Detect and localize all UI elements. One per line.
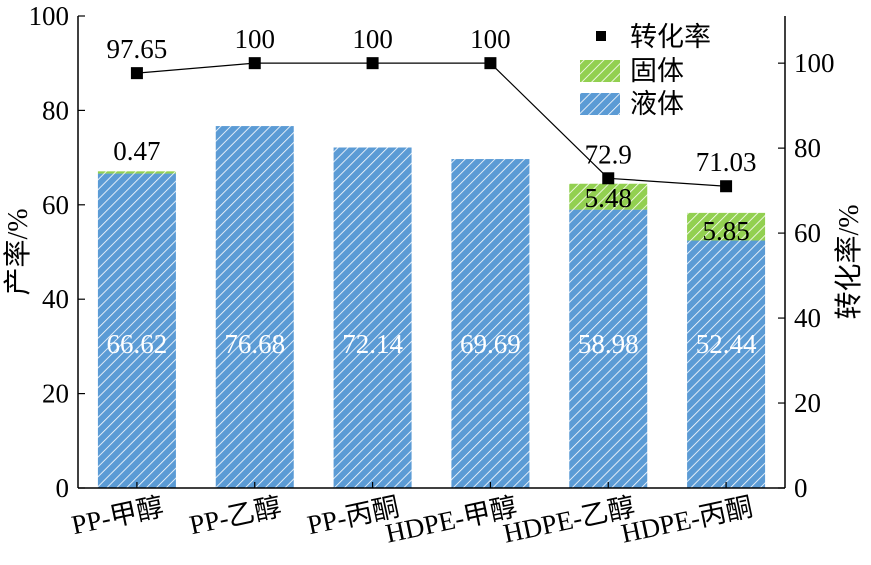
y-right-tick-label: 60 <box>794 218 821 248</box>
data-labels: 66.62 76.68 72.14 69.69 58.98 52.44 0.47 5.48 5.… <box>107 24 757 359</box>
y-right-tick-label: 80 <box>794 133 821 163</box>
bar-group <box>97 126 766 489</box>
bar-liquid-value-label: 76.68 <box>224 329 285 359</box>
conversion-value-label: 100 <box>470 24 511 54</box>
x-tick-label: HDPE-甲醇 <box>383 492 520 549</box>
y-right-tick-label: 0 <box>794 473 808 503</box>
conversion-point <box>720 180 733 193</box>
conversion-point <box>484 57 497 70</box>
bar-liquid-value-label: 58.98 <box>578 329 639 359</box>
y-left-tick-label: 60 <box>42 190 69 220</box>
bar-liquid <box>569 209 648 489</box>
legend-swatch-liquid <box>580 93 620 115</box>
x-tick-label: HDPE-乙醇 <box>501 492 638 549</box>
bar-liquid-value-label: 66.62 <box>107 329 168 359</box>
y-left-tick-label: 40 <box>42 284 69 314</box>
bar-solid <box>97 171 176 174</box>
bar-liquid-value-label: 72.14 <box>342 329 403 359</box>
conversion-point <box>602 172 615 185</box>
conversion-point <box>130 67 143 80</box>
x-tick-label: HDPE-丙酮 <box>619 492 756 549</box>
y-left-tick-label: 100 <box>29 1 70 31</box>
conversion-value-label: 97.65 <box>107 34 168 64</box>
bar-liquid <box>687 240 766 488</box>
legend-marker-conversion <box>596 31 606 41</box>
bar-liquid <box>333 147 412 488</box>
conversion-value-label: 100 <box>235 24 276 54</box>
bar-solid-value-label: 0.47 <box>113 136 160 166</box>
bar-solid-value-label: 5.85 <box>702 216 749 246</box>
bar-liquid <box>451 159 530 488</box>
legend-swatch-solid <box>580 60 620 82</box>
conversion-value-label: 71.03 <box>696 147 757 177</box>
bar-solid-value-label: 5.48 <box>585 183 632 213</box>
conversion-point <box>248 57 261 70</box>
y-left-tick-label: 80 <box>42 95 69 125</box>
bar-liquid <box>215 126 294 488</box>
y-right-tick-label: 40 <box>794 303 821 333</box>
bar-solid <box>569 183 648 210</box>
bar-liquid <box>97 173 176 489</box>
x-tick-label: PP-乙醇 <box>187 492 284 541</box>
legend-label-solid: 固体 <box>630 56 684 86</box>
conversion-value-label: 100 <box>352 24 393 54</box>
y-right-tick-label: 20 <box>794 388 821 418</box>
conversion-line-layer <box>130 57 733 193</box>
y-axis-left-title: 产率/% <box>2 208 34 295</box>
legend-label-conversion: 转化率 <box>630 22 711 52</box>
bar-solid <box>687 212 766 241</box>
legend-label-liquid: 液体 <box>630 89 684 119</box>
conversion-value-label: 72.9 <box>585 139 632 169</box>
conversion-point <box>366 57 379 70</box>
y-left-tick-label: 0 <box>56 473 70 503</box>
y-right-tick-label: 100 <box>794 48 835 78</box>
bar-liquid-value-label: 52.44 <box>696 329 757 359</box>
y-left-tick-label: 20 <box>42 379 69 409</box>
bar-liquid-value-label: 69.69 <box>460 329 521 359</box>
conversion-line <box>136 62 727 187</box>
y-axis-right-title: 转化率/% <box>833 204 865 319</box>
legend: 转化率 固体 液体 <box>580 22 711 119</box>
x-tick-label: PP-甲醇 <box>69 492 166 541</box>
